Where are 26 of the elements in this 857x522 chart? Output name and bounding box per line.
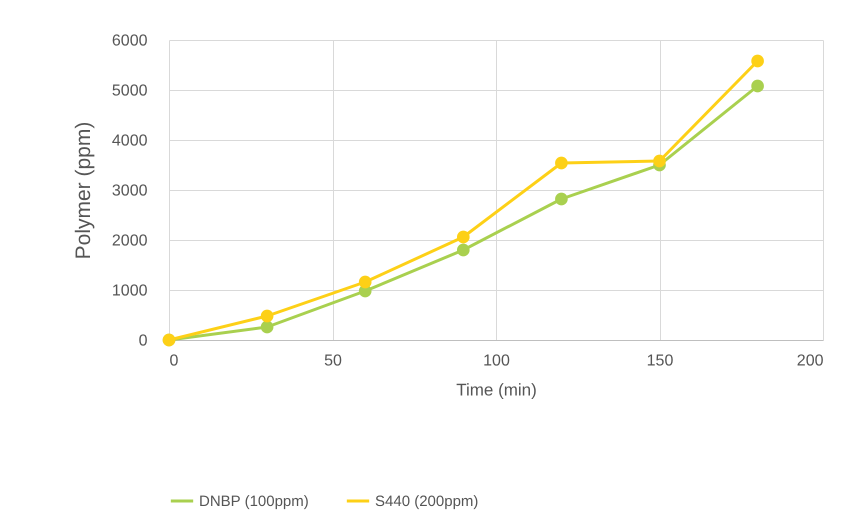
x-tick-label: 100 — [483, 352, 510, 370]
y-tick-label: 2000 — [112, 232, 148, 250]
y-tick-label: 3000 — [112, 182, 148, 200]
legend-label: S440 (200ppm) — [375, 493, 478, 510]
point — [260, 320, 274, 334]
y-tick-label: 5000 — [112, 82, 148, 100]
y-tick-label: 1000 — [112, 282, 148, 300]
point — [751, 80, 764, 92]
point — [653, 154, 666, 168]
x-tick-label: 200 — [796, 352, 824, 370]
x-tick-label: 150 — [646, 352, 674, 370]
y-tick-label: 6000 — [112, 32, 148, 50]
point — [260, 310, 274, 322]
point — [456, 244, 470, 256]
point — [555, 192, 568, 206]
x-tick-label: 0 — [170, 352, 178, 370]
y-axis-title: Polymer (ppm) — [72, 122, 95, 260]
legend-label: DNBP (100ppm) — [199, 493, 309, 510]
x-axis-title: Time (min) — [456, 380, 537, 400]
point — [555, 156, 568, 170]
point — [456, 230, 470, 244]
point — [358, 276, 372, 288]
y-tick-label: 4000 — [112, 132, 148, 150]
x-tick-label: 50 — [324, 352, 342, 370]
y-tick-label: 0 — [138, 332, 148, 350]
point — [751, 54, 764, 68]
